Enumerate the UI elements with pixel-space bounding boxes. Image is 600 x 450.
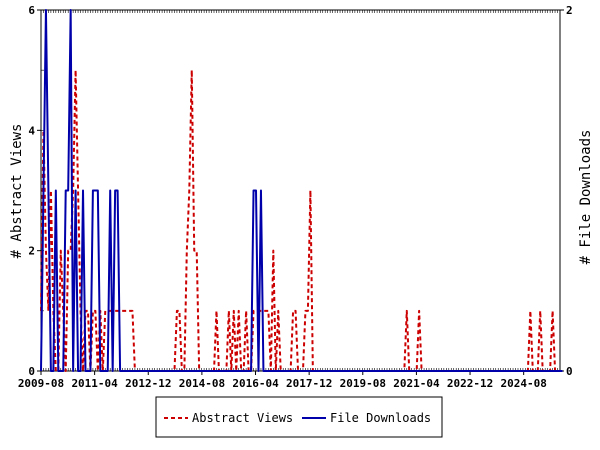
- y-right-tick-label: 2: [566, 4, 573, 17]
- y-axis-left-title: # Abstract Views: [9, 124, 25, 259]
- y-right-tick-label: 0: [566, 365, 573, 378]
- y-left-tick-label: 0: [28, 365, 35, 378]
- y-axis-left: 0 2 4 6: [28, 4, 44, 378]
- y-axis-right-title: # File Downloads: [578, 130, 594, 265]
- x-tick-label: 2019-08: [340, 377, 386, 390]
- series-layer: [40, 9, 563, 372]
- legend-box: [155, 396, 443, 438]
- y-left-tick-label: 2: [28, 245, 35, 258]
- x-tick-label: 2016-04: [232, 377, 279, 390]
- y-axis-right: 02: [560, 4, 573, 378]
- plot-area: 2009-08 2011-04 2012-12 2014-08 2016-04 2017-…: [18, 4, 573, 390]
- legend: Abstract Views File Downloads: [155, 396, 443, 438]
- x-tick-label: 2009-08: [18, 377, 64, 390]
- x-tick-label: 2021-04: [393, 377, 440, 390]
- legend-label-file-downloads: File Downloads: [330, 411, 431, 425]
- legend-label-abstract-views: Abstract Views: [192, 411, 293, 425]
- series-line-file-downloads: [40, 9, 563, 372]
- x-tick-label: 2024-08: [500, 377, 546, 390]
- x-tick-label: 2012-12: [125, 377, 171, 390]
- x-tick-label: 2017-12: [286, 377, 332, 390]
- y-left-tick-label: 6: [28, 4, 35, 17]
- x-tick-label: 2011-04: [71, 377, 118, 390]
- x-tick-label: 2022-12: [447, 377, 493, 390]
- x-tick-label: 2014-08: [179, 377, 225, 390]
- y-left-tick-label: 4: [28, 124, 35, 137]
